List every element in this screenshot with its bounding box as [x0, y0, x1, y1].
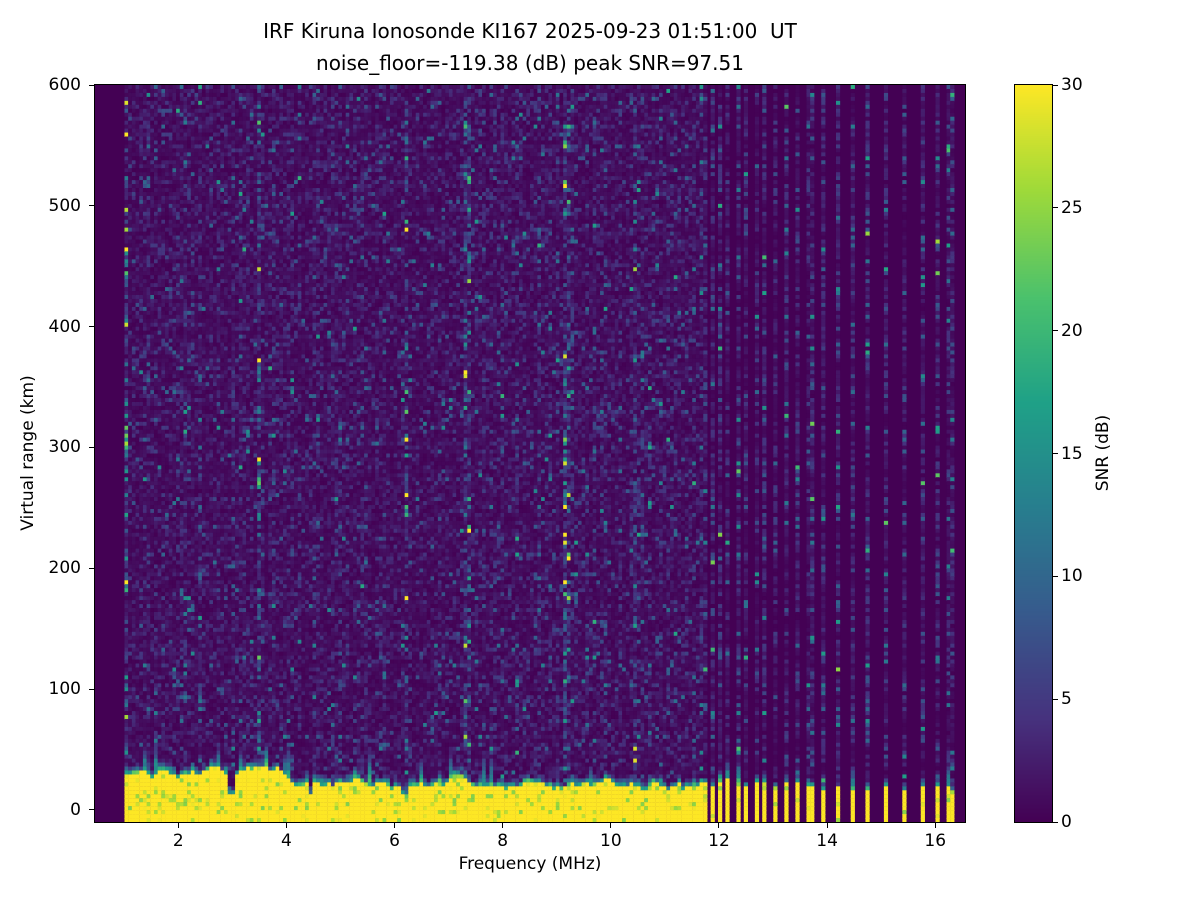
colorbar	[1014, 84, 1053, 823]
y-tick-label: 100	[48, 679, 81, 700]
tick-mark	[1052, 821, 1058, 823]
x-axis-label: Frequency (MHz)	[458, 854, 602, 874]
y-tick-label: 0	[70, 799, 81, 820]
x-tick-label: 2	[172, 831, 184, 851]
tick-mark	[1052, 698, 1058, 700]
colorbar-tick-label: 0	[1061, 812, 1072, 832]
tick-mark	[394, 822, 396, 828]
chart-subtitle: noise_floor=-119.38 (dB) peak SNR=97.51	[316, 51, 744, 75]
tick-mark	[1052, 575, 1058, 577]
y-tick-label: 600	[48, 75, 81, 95]
colorbar-tick-label: 30	[1061, 75, 1083, 95]
tick-mark	[89, 205, 95, 207]
plot-area	[94, 84, 966, 823]
colorbar-tick-label: 10	[1061, 566, 1083, 587]
colorbar-label: SNR (dB)	[1093, 414, 1113, 492]
y-tick-label: 300	[48, 437, 81, 458]
y-axis-label: Virtual range (km)	[18, 375, 38, 531]
colorbar-tick-label: 5	[1061, 689, 1072, 710]
chart-title: IRF Kiruna Ionosonde KI167 2025-09-23 01…	[263, 19, 797, 43]
tick-mark	[89, 84, 95, 86]
x-tick-label: 6	[389, 831, 400, 851]
tick-mark	[89, 809, 95, 811]
x-tick-label: 12	[708, 831, 730, 851]
x-tick-label: 14	[816, 831, 838, 851]
tick-mark	[610, 822, 612, 828]
colorbar-tick-label: 25	[1061, 197, 1083, 218]
tick-mark	[502, 822, 504, 828]
tick-mark	[826, 822, 828, 828]
tick-mark	[1052, 84, 1058, 86]
x-tick-label: 16	[924, 831, 947, 851]
y-tick-label: 500	[48, 195, 81, 216]
colorbar-tick-label: 15	[1061, 443, 1083, 464]
tick-mark	[177, 822, 179, 828]
tick-mark	[89, 688, 95, 690]
colorbar-gradient-canvas	[1015, 85, 1052, 822]
x-tick-label: 8	[497, 831, 509, 851]
y-tick-label: 200	[48, 558, 81, 579]
tick-mark	[934, 822, 936, 828]
x-tick-label: 10	[600, 831, 622, 851]
tick-mark	[89, 326, 95, 328]
colorbar-tick-label: 20	[1061, 320, 1083, 341]
tick-mark	[1052, 207, 1058, 209]
tick-mark	[285, 822, 287, 828]
tick-mark	[89, 567, 95, 569]
tick-mark	[1052, 453, 1058, 454]
tick-mark	[718, 822, 720, 828]
tick-mark	[1052, 330, 1058, 332]
ionogram-heatmap-canvas	[95, 85, 965, 822]
tick-mark	[89, 446, 95, 448]
y-tick-label: 400	[48, 316, 81, 337]
x-tick-label: 4	[280, 831, 292, 851]
